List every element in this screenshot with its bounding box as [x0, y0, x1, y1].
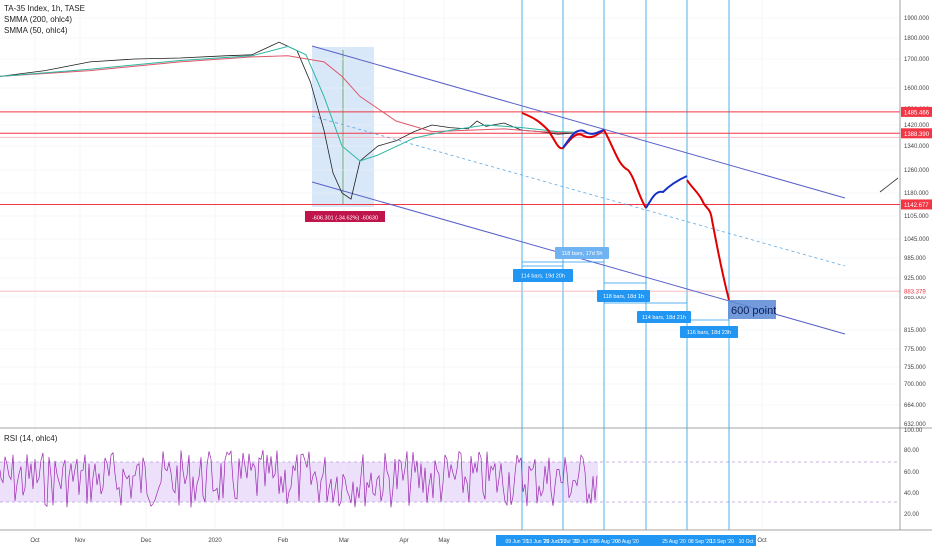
- y-tick-label: 1600.000: [904, 86, 930, 92]
- bar-label-box: [680, 326, 738, 338]
- y-tick-label: 1045.000: [904, 237, 930, 243]
- rsi-tick-label: 80.00: [904, 448, 920, 454]
- series-line-0: [0, 41, 577, 200]
- bar-label: 114 bars, 19d 20h: [521, 274, 565, 280]
- y-tick-label: 925.000: [904, 276, 926, 282]
- y-tick-label: 1105.000: [904, 214, 929, 220]
- price-label: 1142.677: [904, 203, 929, 209]
- y-tick-label: 815.000: [904, 328, 926, 334]
- y-tick-label: 664.000: [904, 403, 926, 409]
- x-date-label: 25 Aug '20: [662, 539, 686, 545]
- annotation-600-point: 600 point: [731, 305, 776, 317]
- x-tick-label: May: [438, 538, 449, 544]
- bar-label: 118 bars, 18d 1h: [603, 294, 644, 300]
- cursor-line: [879, 177, 899, 193]
- bar-label: 114 bars, 18d 21h: [642, 315, 686, 321]
- rsi-series: [0, 450, 598, 508]
- y-tick-label: 1800.000: [904, 36, 930, 42]
- legend-rsi: RSI (14, ohlc4): [4, 434, 58, 443]
- bar-label-box: [637, 311, 691, 323]
- series-line-1: [0, 55, 577, 134]
- price-label-box: [901, 128, 932, 139]
- y-tick-label: 632.000: [904, 422, 926, 428]
- grid: [0, 0, 900, 530]
- y-tick-label: 1700.000: [904, 57, 930, 63]
- drop-label: -606.301 (-34.62%) -60630: [312, 216, 378, 222]
- x-date-strip: [496, 535, 756, 546]
- bar-label-box: [513, 269, 573, 282]
- bar-count-labels: 118 bars, 17d 5h 114 bars, 19d 20h 118 bar…: [513, 247, 738, 338]
- bar-label-box: [555, 247, 609, 259]
- y-tick-label: 1180.000: [904, 191, 929, 197]
- x-date-label: 19 Jul '20: [574, 539, 595, 545]
- x-date-label: 09 Jun '20: [506, 539, 529, 545]
- rsi-axis-ticks: 100.00 80.00 60.00 40.00 20.00: [904, 428, 923, 518]
- x-date-label: 08 Sep '20: [688, 539, 712, 545]
- channel-middle: [311, 115, 846, 267]
- rsi-tick-label: 20.00: [904, 512, 920, 518]
- x-date-label: 13 Jun '20: [527, 539, 550, 545]
- y-tick-label: 1420.000: [904, 123, 930, 129]
- x-date-label: 11 Jul '20: [558, 539, 579, 545]
- drop-label-box: [305, 211, 385, 222]
- y-tick-label: 1260.000: [904, 168, 930, 174]
- legend-title: TA-35 Index, 1h, TASE: [4, 4, 85, 13]
- series-line-2: [0, 45, 577, 162]
- legend-smma200: SMMA (200, ohlc4): [4, 15, 73, 24]
- price-series: [0, 41, 577, 200]
- y-tick-label: 735.000: [904, 365, 926, 371]
- x-date-label: 08 Aug '20: [615, 539, 639, 545]
- horizontal-lines: [0, 111, 900, 292]
- annotation-box: [728, 300, 776, 319]
- rsi-tick-label: 100.00: [904, 428, 923, 434]
- y-tick-label: 1340.000: [904, 144, 930, 150]
- y-tick-label: 775.000: [904, 347, 926, 353]
- forecast-path: [521, 112, 730, 301]
- bar-label-box: [597, 290, 650, 302]
- price-label-box: [901, 106, 932, 117]
- forecast-blue-2: [645, 175, 688, 209]
- bar-label: 118 bars, 17d 5h: [562, 251, 603, 257]
- x-tick-label: Nov: [75, 538, 86, 544]
- y-tick-label: 985.000: [904, 256, 926, 262]
- x-tick-label: Dec: [141, 538, 152, 544]
- y-tick-label: 865.000: [904, 295, 926, 301]
- forecast-red-3: [686, 179, 730, 301]
- forecast-red-2: [603, 129, 647, 209]
- x-tick-label: 2020: [208, 538, 222, 544]
- vertical-lines: [521, 0, 730, 530]
- x-axis-ticks: Oct Nov Dec 2020 Feb Mar Apr May Oct: [30, 538, 767, 544]
- bar-label: 116 bars, 18d 23h: [687, 330, 731, 336]
- price-label: 1388.390: [904, 132, 930, 138]
- price-label-box: [901, 286, 932, 297]
- x-tick-label: Feb: [278, 538, 289, 544]
- x-date-label: 29 Jun '20: [544, 539, 567, 545]
- y-tick-label: 700.000: [904, 382, 926, 388]
- price-labels: 1485.466 1388.390 1142.677 883.379: [901, 106, 932, 297]
- rsi-line: [0, 450, 598, 508]
- x-date-label: 10 Oct: [739, 539, 754, 545]
- price-label-box: [901, 199, 932, 210]
- price-label: 883.379: [904, 290, 926, 296]
- price-label: 1485.466: [904, 110, 930, 116]
- rsi-tick-label: 60.00: [904, 470, 920, 476]
- x-tick-label: Mar: [339, 538, 349, 544]
- rsi-tick-label: 40.00: [904, 491, 920, 497]
- x-date-label: 06 Aug '20: [594, 539, 618, 545]
- x-date-label: 13 Sep '20: [710, 539, 734, 545]
- channel-upper: [311, 45, 846, 199]
- x-tick-label: Oct: [757, 538, 767, 544]
- y-tick-label: 1900.000: [904, 16, 930, 22]
- y-axis-ticks: 1900.0001800.0001700.0001600.0001500.000…: [904, 16, 930, 428]
- x-tick-label: Oct: [30, 538, 40, 544]
- legend-smma50: SMMA (50, ohlc4): [4, 26, 68, 35]
- forecast-blue-1: [562, 129, 605, 149]
- x-tick-label: Apr: [399, 538, 408, 544]
